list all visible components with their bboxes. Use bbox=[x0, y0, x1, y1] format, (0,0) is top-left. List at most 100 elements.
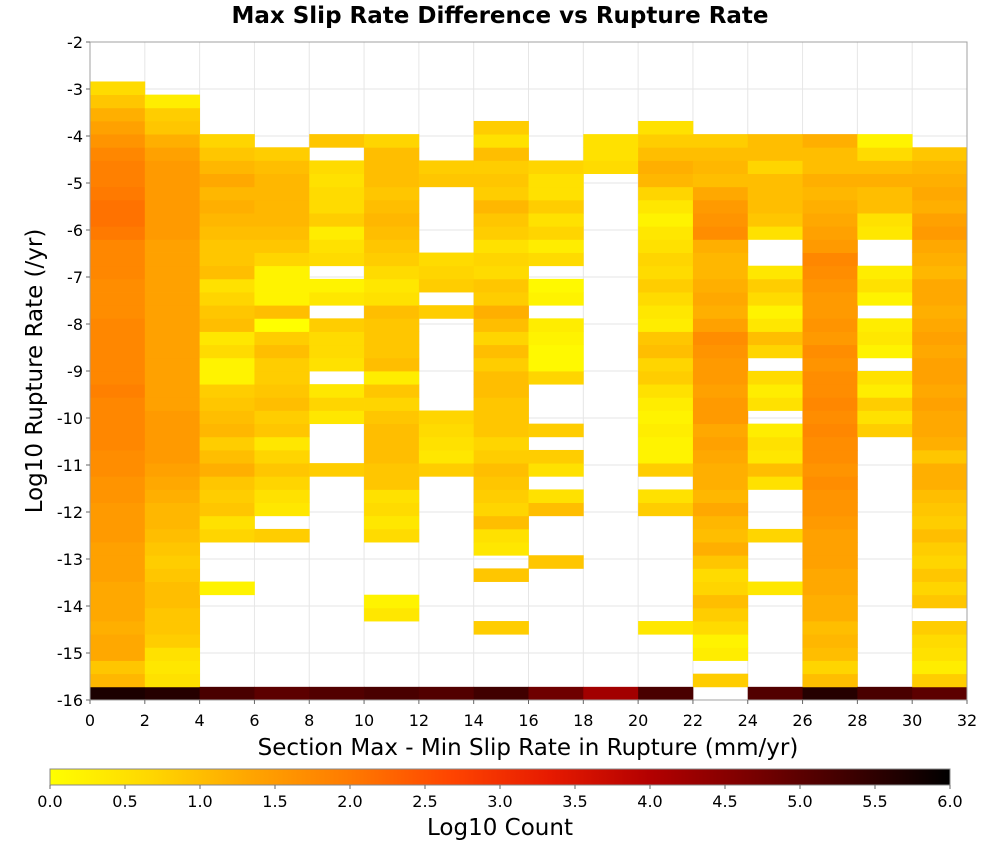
heatmap-cell bbox=[144, 357, 201, 372]
heatmap-cell bbox=[857, 226, 913, 240]
heatmap-cell bbox=[144, 528, 201, 543]
heatmap-cell bbox=[144, 476, 201, 490]
heatmap-cell bbox=[692, 489, 749, 503]
heatmap-cell bbox=[857, 292, 913, 306]
heatmap-cell bbox=[747, 226, 803, 240]
heatmap-cell bbox=[747, 344, 803, 359]
heatmap-cell bbox=[199, 397, 255, 411]
heatmap-cell bbox=[528, 173, 584, 188]
heatmap-cell bbox=[747, 463, 803, 477]
heatmap-cell bbox=[364, 502, 420, 517]
heatmap-cell bbox=[473, 344, 529, 359]
heatmap-cell bbox=[473, 278, 529, 293]
heatmap-cell bbox=[144, 318, 201, 332]
heatmap-cell bbox=[912, 252, 968, 267]
heatmap-cell bbox=[692, 436, 749, 451]
heatmap-cell bbox=[418, 463, 475, 477]
heatmap-cell bbox=[638, 265, 694, 280]
heatmap-cells bbox=[90, 81, 968, 701]
heatmap-cell bbox=[473, 357, 529, 372]
heatmap-cell bbox=[199, 239, 255, 253]
heatmap-cell bbox=[144, 607, 201, 622]
heatmap-cell bbox=[802, 607, 858, 622]
heatmap-cell bbox=[747, 199, 803, 214]
heatmap-cell bbox=[692, 213, 749, 227]
heatmap-cell bbox=[199, 476, 255, 490]
heatmap-cell bbox=[254, 252, 310, 267]
heatmap-cell bbox=[857, 410, 913, 425]
heatmap-cell bbox=[418, 436, 475, 451]
heatmap-cell bbox=[144, 660, 201, 675]
heatmap-cell bbox=[692, 673, 749, 688]
y-axis-ticks: -2 -3 -4 -5 -6 -7 -8 -9 -10 -11 -12 -13 -14 -15 -16 bbox=[57, 33, 90, 710]
heatmap-cell bbox=[638, 239, 694, 253]
heatmap-cell bbox=[912, 265, 968, 280]
heatmap-cell bbox=[528, 239, 584, 253]
heatmap-cell bbox=[309, 384, 365, 398]
heatmap-cell bbox=[144, 199, 201, 214]
heatmap-cell bbox=[254, 292, 310, 306]
heatmap-cell bbox=[254, 186, 310, 201]
heatmap-cell bbox=[638, 397, 694, 411]
heatmap-cell bbox=[364, 436, 420, 451]
colorbar-tick-label: 0.0 bbox=[37, 792, 62, 811]
heatmap-cell bbox=[747, 134, 803, 148]
heatmap-cell bbox=[802, 252, 858, 267]
heatmap-cell bbox=[802, 594, 858, 609]
heatmap-cell bbox=[199, 186, 255, 201]
heatmap-cell bbox=[528, 423, 584, 438]
heatmap-cell bbox=[199, 213, 255, 227]
heatmap-cell bbox=[199, 686, 255, 701]
heatmap-cell bbox=[638, 449, 694, 464]
heatmap-cell bbox=[364, 528, 420, 543]
heatmap-cell bbox=[144, 147, 201, 161]
heatmap-cell bbox=[309, 410, 365, 425]
heatmap-cell bbox=[364, 410, 420, 425]
heatmap-cell bbox=[692, 634, 749, 648]
heatmap-cell bbox=[912, 449, 968, 464]
heatmap-cell bbox=[90, 423, 146, 438]
heatmap-cell bbox=[364, 371, 420, 385]
heatmap-cell bbox=[90, 292, 146, 306]
heatmap-cell bbox=[747, 186, 803, 201]
heatmap-cell bbox=[747, 423, 803, 438]
heatmap-cell bbox=[528, 252, 584, 267]
heatmap-cell bbox=[364, 147, 420, 161]
heatmap-cell bbox=[473, 226, 529, 240]
heatmap-cell bbox=[364, 292, 420, 306]
heatmap-cell bbox=[528, 331, 584, 346]
heatmap-cell bbox=[583, 134, 639, 148]
heatmap-cell bbox=[857, 331, 913, 346]
heatmap-cell bbox=[802, 476, 858, 490]
heatmap-cell bbox=[254, 463, 310, 477]
heatmap-cell bbox=[144, 647, 201, 661]
heatmap-cell bbox=[144, 449, 201, 464]
heatmap-cell bbox=[802, 647, 858, 661]
x-tick-label: 10 bbox=[354, 711, 374, 730]
heatmap-cell bbox=[638, 134, 694, 148]
heatmap-cell bbox=[638, 423, 694, 438]
colorbar-ticks: 0.0 0.5 1.0 1.5 2.0 2.5 3.0 3.5 4.0 4.5 5.0 5.5 6.0 bbox=[37, 785, 963, 811]
heatmap-cell bbox=[199, 318, 255, 332]
heatmap-cell bbox=[638, 463, 694, 477]
heatmap-cell bbox=[418, 686, 475, 701]
heatmap-cell bbox=[90, 436, 146, 451]
heatmap-cell bbox=[199, 344, 255, 359]
heatmap-cell bbox=[583, 147, 639, 161]
heatmap-cell bbox=[418, 278, 475, 293]
heatmap-cell bbox=[638, 686, 694, 701]
heatmap-cell bbox=[144, 686, 201, 701]
heatmap-cell bbox=[364, 226, 420, 240]
heatmap-cell bbox=[802, 449, 858, 464]
heatmap-cell bbox=[199, 278, 255, 293]
heatmap-cell bbox=[857, 318, 913, 332]
heatmap-cell bbox=[418, 305, 475, 319]
x-tick-label: 8 bbox=[304, 711, 314, 730]
heatmap-cell bbox=[638, 371, 694, 385]
heatmap-cell bbox=[802, 160, 858, 174]
heatmap-cell bbox=[912, 199, 968, 214]
heatmap-cell bbox=[90, 344, 146, 359]
heatmap-cell bbox=[912, 410, 968, 425]
heatmap-cell bbox=[254, 265, 310, 280]
